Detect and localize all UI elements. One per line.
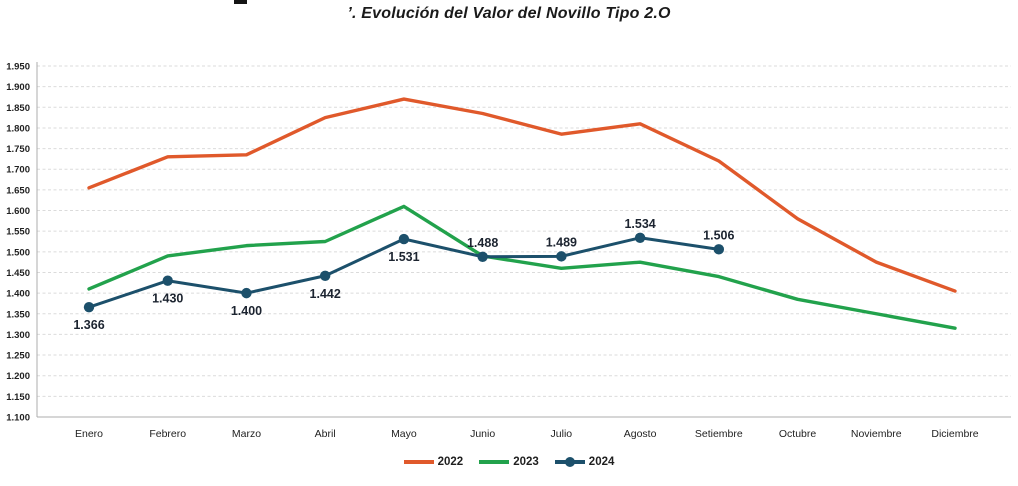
y-axis-tick-label: 1.650	[6, 185, 30, 196]
data-point-marker-2024	[556, 251, 567, 262]
data-point-marker-2024	[162, 275, 173, 286]
data-point-marker-2024	[398, 233, 410, 245]
y-axis-tick-label: 1.600	[6, 206, 30, 217]
legend-label-2024: 2024	[588, 456, 615, 468]
cropped-text-fragment	[234, 0, 247, 4]
data-point-label: 1.430	[152, 292, 183, 306]
data-point-label: 1.534	[624, 217, 655, 231]
y-axis-tick-label: 1.500	[6, 247, 30, 258]
data-point-label: 1.531	[388, 250, 419, 264]
x-axis-category-label: Octubre	[779, 428, 817, 440]
data-point-label: 1.366	[73, 318, 104, 332]
x-axis-category-label: Noviembre	[851, 428, 902, 440]
x-axis-category-label: Enero	[75, 428, 103, 440]
x-axis-category-label: Febrero	[149, 428, 186, 440]
x-axis-category-label: Setiembre	[695, 428, 743, 440]
y-axis-tick-label: 1.400	[6, 289, 30, 300]
y-axis-tick-label: 1.900	[6, 82, 30, 93]
y-axis-tick-label: 1.750	[6, 144, 30, 155]
x-axis-category-label: Julio	[551, 428, 573, 440]
data-point-marker-2024	[634, 232, 646, 243]
data-point-label: 1.489	[546, 235, 577, 249]
legend-label-2023: 2023	[513, 456, 539, 468]
legend-line-swatch-2023	[479, 460, 510, 464]
x-axis-category-label: Mayo	[391, 428, 417, 440]
y-axis-tick-label: 1.450	[6, 268, 30, 279]
data-point-marker-2024	[83, 301, 95, 313]
y-axis-tick-label: 1.300	[6, 330, 30, 341]
y-axis-tick-label: 1.350	[6, 309, 30, 320]
data-point-label: 1.400	[231, 304, 262, 318]
y-axis-tick-label: 1.550	[6, 227, 30, 238]
chart-legend: 2022 2023 2024	[0, 456, 1018, 468]
data-point-marker-2024	[241, 287, 252, 299]
y-axis-tick-label: 1.100	[6, 413, 30, 424]
data-point-label: 1.488	[467, 236, 498, 250]
y-axis-tick-label: 1.700	[6, 165, 30, 176]
x-axis-category-label: Abril	[315, 428, 336, 440]
data-point-marker-2024	[713, 244, 725, 255]
x-axis-category-label: Diciembre	[931, 428, 978, 440]
x-axis-category-label: Marzo	[232, 428, 261, 440]
legend-item-2024: 2024	[554, 456, 615, 468]
legend-line-swatch-2022	[403, 460, 434, 464]
y-axis-tick-label: 1.150	[6, 392, 30, 403]
y-axis-tick-label: 1.200	[6, 371, 30, 382]
y-axis-tick-label: 1.800	[6, 123, 30, 134]
y-axis-tick-label: 1.950	[6, 62, 30, 73]
data-point-marker-2024	[319, 270, 331, 281]
data-point-label: 1.442	[310, 287, 341, 301]
legend-label-2022: 2022	[437, 456, 464, 468]
series-line-2023	[87, 204, 957, 330]
series-line-2024	[87, 236, 721, 309]
legend-line-swatch-2024	[554, 457, 585, 467]
y-axis-tick-label: 1.850	[6, 103, 30, 114]
data-point-label: 1.506	[703, 228, 734, 242]
y-axis-tick-label: 1.250	[6, 351, 30, 362]
x-axis-category-label: Junio	[470, 428, 495, 440]
legend-item-2023: 2023	[479, 456, 539, 468]
x-axis-category-label: Agosto	[624, 428, 657, 440]
data-point-marker-2024	[477, 251, 488, 262]
legend-item-2022: 2022	[403, 456, 464, 468]
series-line-2022	[87, 97, 957, 293]
chart-title: ’. Evolución del Valor del Novillo Tipo …	[347, 5, 671, 22]
legend-marker-dot-2024	[564, 457, 575, 467]
